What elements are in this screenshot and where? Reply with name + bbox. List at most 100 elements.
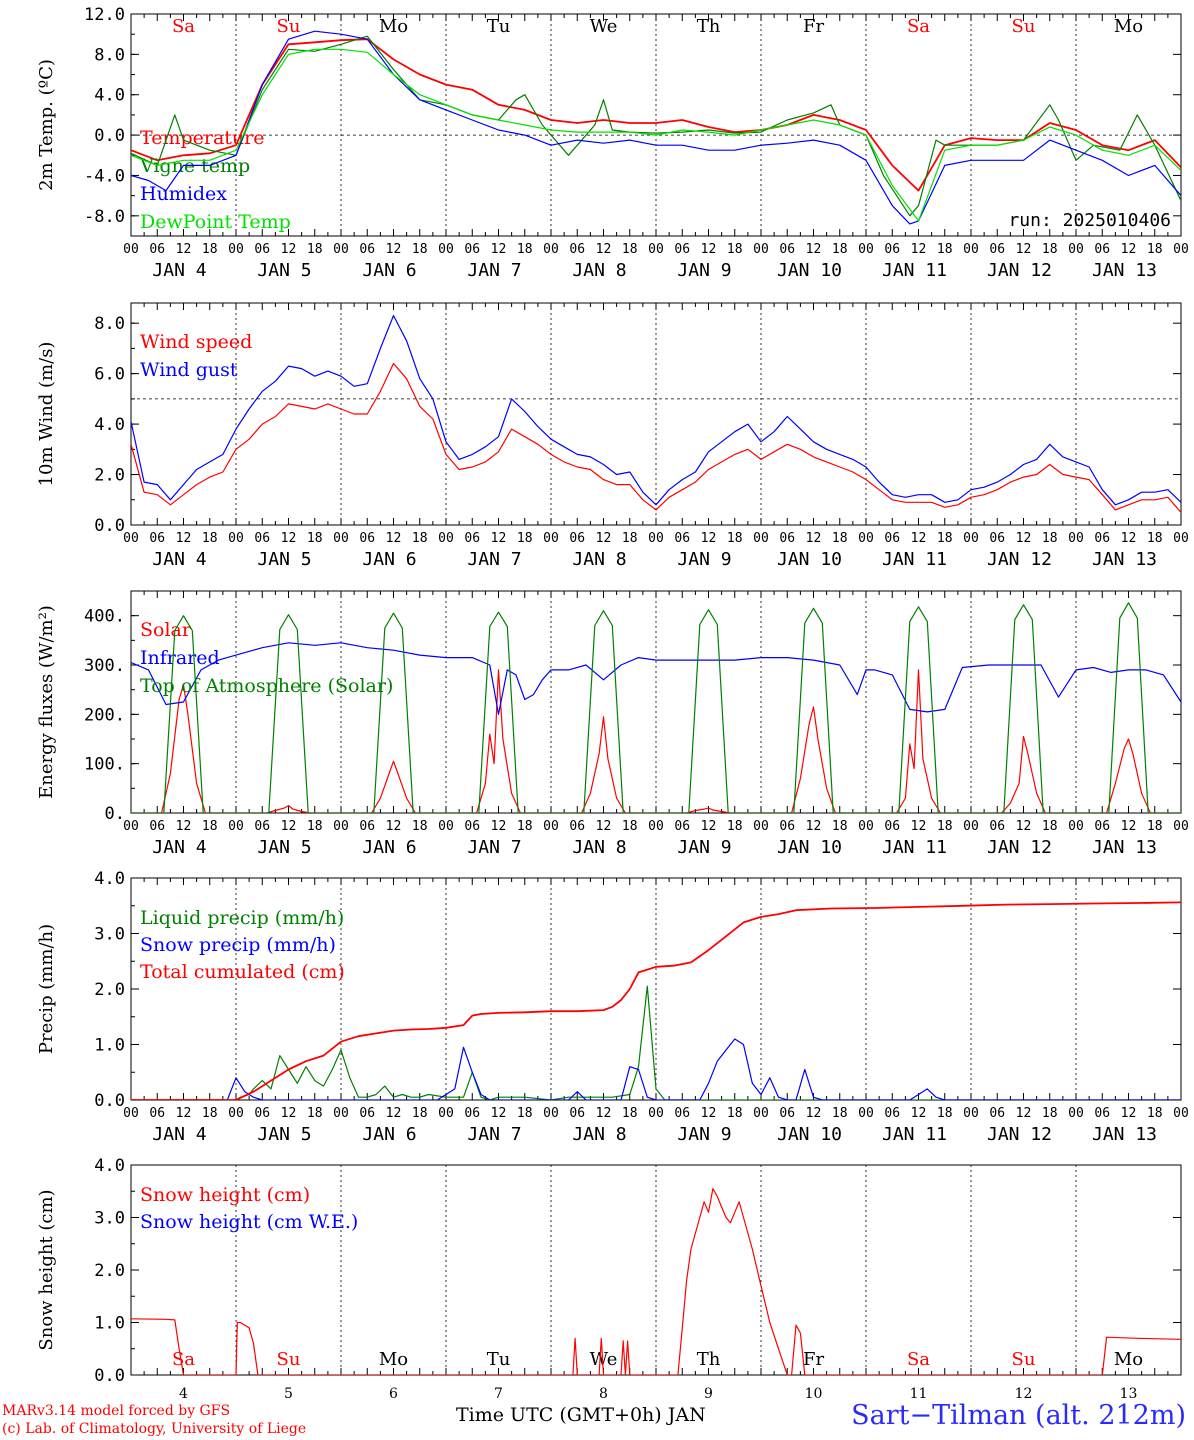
date-label: JAN 11 xyxy=(882,1124,947,1145)
hour-tick-label: 00 xyxy=(123,1106,139,1121)
hour-tick-label: 00 xyxy=(648,1106,664,1121)
date-label: JAN 13 xyxy=(1092,260,1157,281)
y-tick-label: 2.0 xyxy=(94,466,125,486)
y-tick-label: 4.0 xyxy=(94,415,125,435)
hour-tick-label: 18 xyxy=(622,819,638,834)
y-tick-label: 4.0 xyxy=(94,869,125,889)
y-tick-label: 4.0 xyxy=(94,86,125,106)
hour-tick-label: 18 xyxy=(622,531,638,546)
y-tick-label: 300. xyxy=(84,656,125,676)
hour-tick-label: 00 xyxy=(1068,242,1084,257)
hour-tick-label: 06 xyxy=(254,1106,270,1121)
hour-tick-label: 06 xyxy=(989,242,1005,257)
hour-tick-label: 00 xyxy=(858,819,874,834)
hour-tick-label: 06 xyxy=(359,1106,375,1121)
date-label: JAN 4 xyxy=(152,549,206,570)
weekday-label: Sa xyxy=(907,1349,930,1370)
hour-tick-label: 12 xyxy=(806,531,822,546)
y-tick-label: 4.0 xyxy=(94,1156,125,1176)
hour-tick-label: 06 xyxy=(569,531,585,546)
date-label: JAN 11 xyxy=(882,549,947,570)
hour-tick-label: 18 xyxy=(1147,242,1163,257)
y-tick-label: 0.0 xyxy=(94,1091,125,1111)
legend-entry: Snow height (cm W.E.) xyxy=(140,1211,358,1233)
hour-tick-label: 12 xyxy=(701,531,717,546)
hour-tick-label: 00 xyxy=(963,819,979,834)
hour-tick-label: 06 xyxy=(464,242,480,257)
day-number-label: 6 xyxy=(389,1386,398,1400)
weekday-label: Mo xyxy=(379,16,408,37)
hour-tick-label: 18 xyxy=(937,242,953,257)
hour-tick-label: 00 xyxy=(123,531,139,546)
series-line-wind-speed xyxy=(131,362,1181,513)
hour-tick-label: 06 xyxy=(359,819,375,834)
date-label: JAN 8 xyxy=(572,837,626,858)
date-label: JAN 6 xyxy=(362,837,416,858)
hour-tick-label: 00 xyxy=(648,242,664,257)
hour-tick-label: 12 xyxy=(1016,242,1032,257)
hour-tick-label: 18 xyxy=(622,242,638,257)
y-tick-label: 100. xyxy=(84,755,125,775)
hour-tick-label: 06 xyxy=(989,531,1005,546)
hour-tick-label: 18 xyxy=(937,819,953,834)
hour-tick-label: 06 xyxy=(359,242,375,257)
hour-tick-label: 00 xyxy=(333,1106,349,1121)
hour-tick-label: 18 xyxy=(832,819,848,834)
hour-tick-label: 06 xyxy=(149,1106,165,1121)
hour-tick-label: 06 xyxy=(464,819,480,834)
hour-tick-label: 06 xyxy=(884,242,900,257)
credit-line-1: MARv3.14 model forced by GFS xyxy=(2,1403,231,1419)
legend-entry: Snow height (cm) xyxy=(140,1184,310,1206)
hour-tick-label: 12 xyxy=(911,1106,927,1121)
hour-tick-label: 18 xyxy=(307,819,323,834)
hour-tick-label: 12 xyxy=(701,242,717,257)
date-label: JAN 4 xyxy=(152,260,206,281)
legend-entry: Wind gust xyxy=(140,359,238,381)
day-number-label: 13 xyxy=(1120,1386,1138,1400)
weekday-label: Sa xyxy=(172,1349,195,1370)
weekday-label: Mo xyxy=(379,1349,408,1370)
y-tick-label: 6.0 xyxy=(94,365,125,385)
weekday-label: Su xyxy=(1012,1349,1036,1370)
hour-tick-label: 18 xyxy=(412,531,428,546)
hour-tick-label: 00 xyxy=(123,242,139,257)
date-label: JAN 12 xyxy=(987,1124,1052,1145)
date-label: JAN 6 xyxy=(362,1124,416,1145)
hour-tick-label: 06 xyxy=(1094,1106,1110,1121)
hour-tick-label: 12 xyxy=(806,242,822,257)
y-tick-label: 8.0 xyxy=(94,45,125,65)
hour-tick-label: 12 xyxy=(1016,1106,1032,1121)
hour-tick-label: 12 xyxy=(491,531,507,546)
y-axis-title: 10m Wind (m/s) xyxy=(36,342,57,487)
hour-tick-label: 06 xyxy=(149,242,165,257)
series-line-temperature xyxy=(131,38,1181,192)
hour-tick-label: 12 xyxy=(1121,1106,1137,1121)
hour-tick-label: 00 xyxy=(438,242,454,257)
date-label: JAN 10 xyxy=(777,549,842,570)
series-line-humidex xyxy=(131,30,1181,225)
hour-tick-label: 00 xyxy=(1068,531,1084,546)
legend-entry: Infrared xyxy=(140,647,220,669)
series-line-solar xyxy=(131,669,1181,813)
hour-tick-label: 00 xyxy=(1173,531,1189,546)
date-label: JAN 10 xyxy=(777,260,842,281)
legend-entry: Liquid precip (mm/h) xyxy=(140,907,344,929)
day-number-label: 10 xyxy=(805,1386,823,1400)
hour-tick-label: 18 xyxy=(1042,242,1058,257)
hour-tick-label: 18 xyxy=(202,819,218,834)
legend-entry: Humidex xyxy=(140,183,227,205)
hour-tick-label: 06 xyxy=(149,531,165,546)
hour-tick-label: 00 xyxy=(543,531,559,546)
date-label: JAN 8 xyxy=(572,549,626,570)
hour-tick-label: 00 xyxy=(858,531,874,546)
hour-tick-label: 18 xyxy=(307,242,323,257)
date-label: JAN 9 xyxy=(677,1124,731,1145)
hour-tick-label: 12 xyxy=(701,1106,717,1121)
hour-tick-label: 06 xyxy=(254,531,270,546)
hour-tick-label: 12 xyxy=(806,1106,822,1121)
legend-entry: Snow precip (mm/h) xyxy=(140,934,336,956)
hour-tick-label: 12 xyxy=(281,531,297,546)
hour-tick-label: 12 xyxy=(806,819,822,834)
hour-tick-label: 00 xyxy=(963,242,979,257)
hour-tick-label: 06 xyxy=(569,242,585,257)
